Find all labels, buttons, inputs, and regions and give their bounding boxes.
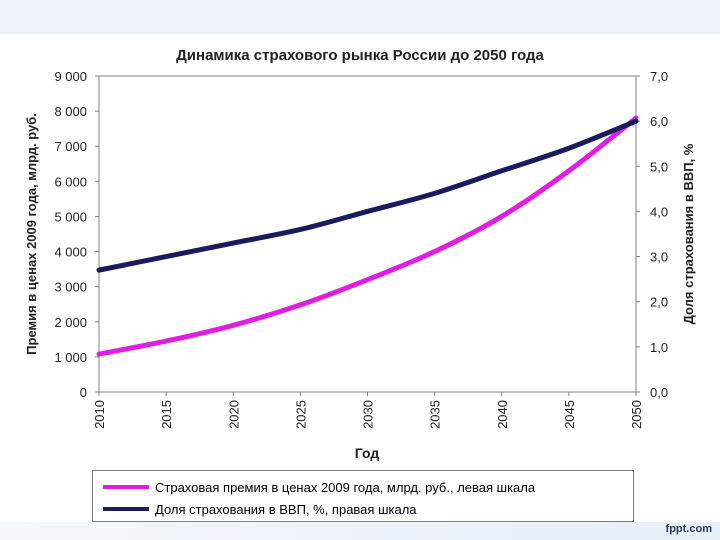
- right-tick-label: 0,0: [650, 385, 668, 400]
- series-layer: [96, 115, 639, 357]
- x-tick-label: 2050: [629, 400, 644, 429]
- plot-area: [98, 75, 637, 393]
- legend-item-premium: Страховая премия в ценах 2009 года, млрд…: [103, 478, 535, 496]
- right-tick-label: 1,0: [650, 340, 668, 355]
- slide-top-band: [0, 0, 720, 34]
- left-tick-label: 8 000: [54, 104, 87, 119]
- chart-title: Динамика страхового рынка России до 2050…: [176, 47, 544, 64]
- x-tick-label: 2030: [361, 400, 376, 429]
- right-tick-label: 5,0: [650, 159, 668, 174]
- x-tick-label: 2010: [92, 400, 107, 429]
- y-axis-left-label: Премия в ценах 2009 года, млрд. руб.: [24, 113, 39, 355]
- left-tick-label: 7 000: [54, 139, 87, 154]
- x-tick-label: 2040: [495, 400, 510, 429]
- left-tick-label: 9 000: [54, 69, 87, 84]
- x-tick-label: 2015: [159, 400, 174, 429]
- legend-label-share: Доля страхования в ВВП, %, правая шкала: [155, 501, 417, 517]
- y-axis-right-label: Доля страхования в ВВП, %: [681, 143, 696, 324]
- left-tick-label: 4 000: [54, 245, 87, 260]
- legend-label-premium: Страховая премия в ценах 2009 года, млрд…: [155, 479, 536, 495]
- legend-item-share: Доля страхования в ВВП, %, правая шкала: [103, 500, 417, 518]
- right-tick-label: 7,0: [650, 69, 668, 84]
- chart-legend: Страховая премия в ценах 2009 года, млрд…: [92, 470, 634, 522]
- slide-bottom-band: [0, 522, 720, 540]
- left-tick-label: 1 000: [54, 350, 87, 365]
- series-line-premium: [96, 115, 639, 357]
- x-tick-label: 2020: [226, 400, 241, 429]
- left-tick-label: 5 000: [54, 209, 87, 224]
- x-tick-label: 2045: [562, 400, 577, 429]
- right-tick-label: 3,0: [650, 250, 668, 265]
- right-axis-ticks: 0,0 1,0 2,0 3,0 4,0 5,0 6,0 7,0: [636, 69, 668, 400]
- left-tick-label: 6 000: [54, 174, 87, 189]
- left-tick-label: 2 000: [54, 315, 87, 330]
- left-axis-ticks: 0 1 000 2 000 3 000 4 000 5 000 6 000 7 000 8 00…: [54, 69, 99, 400]
- x-axis-label: Год: [355, 445, 380, 461]
- x-tick-label: 2025: [293, 400, 308, 429]
- left-tick-label: 3 000: [54, 280, 87, 295]
- right-tick-label: 6,0: [650, 114, 668, 129]
- x-tick-label: 2035: [428, 400, 443, 429]
- right-tick-label: 4,0: [650, 204, 668, 219]
- x-axis-ticks: 2010 2015 2020 2025 2030 2035 2040 2045 2050: [92, 392, 644, 429]
- footer-brand: fppt.com: [665, 523, 712, 535]
- left-tick-label: 0: [80, 385, 87, 400]
- series-line-share: [96, 118, 639, 273]
- legend-swatch-share: [103, 507, 149, 511]
- right-tick-label: 2,0: [650, 295, 668, 310]
- legend-swatch-premium: [103, 485, 149, 489]
